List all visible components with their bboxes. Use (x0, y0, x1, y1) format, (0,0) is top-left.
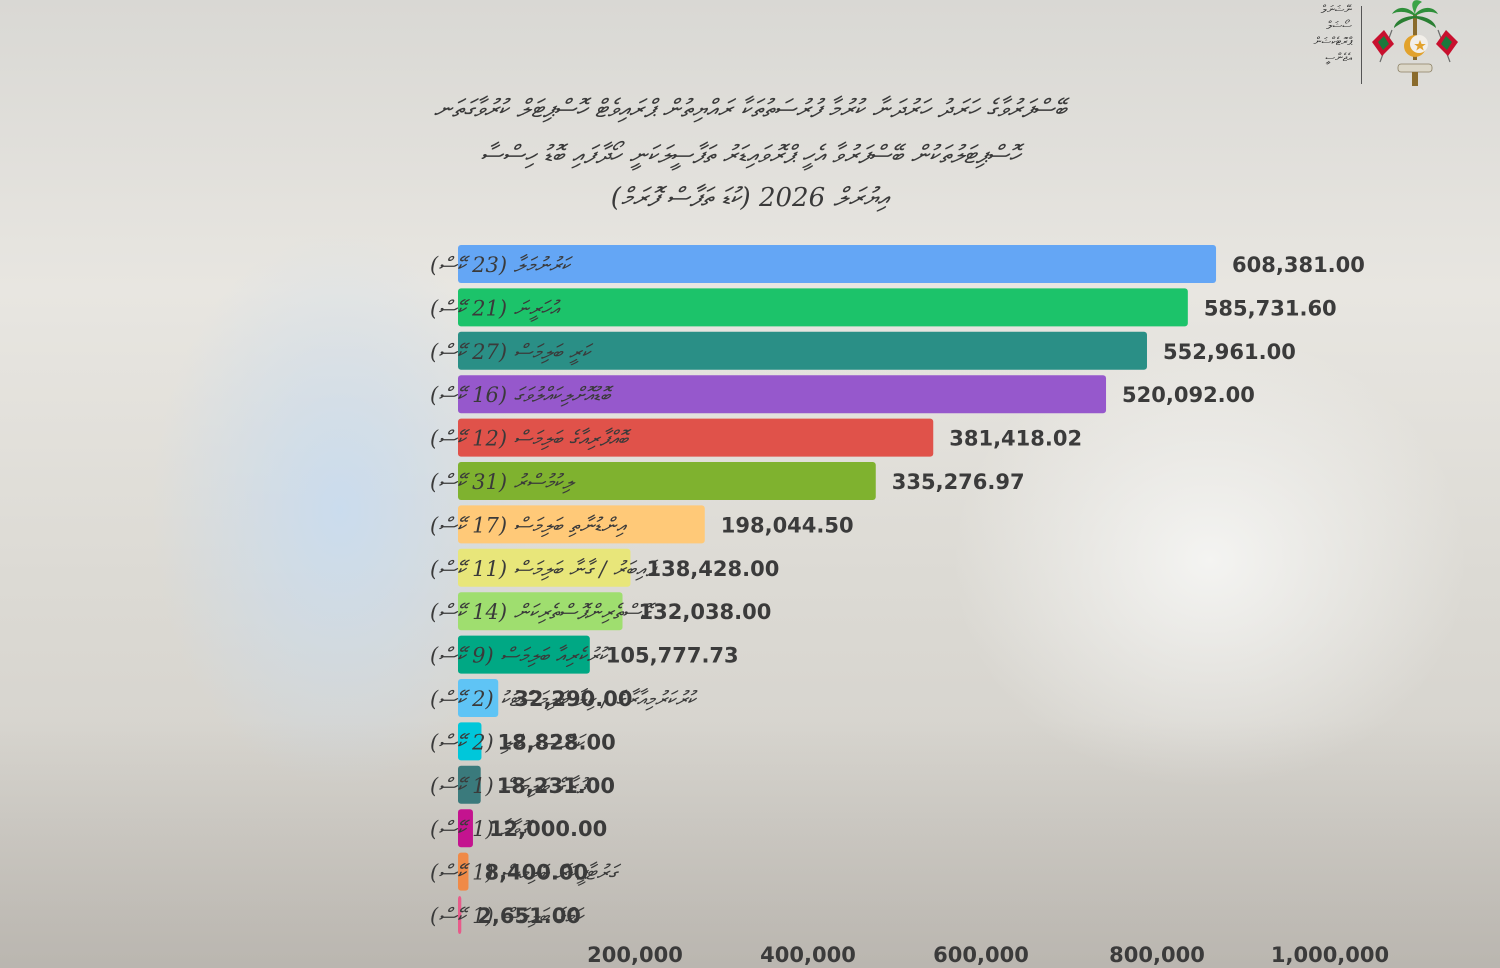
bar (458, 852, 469, 891)
agency-name-line: ނޭޝަނަލް (1320, 3, 1352, 16)
crescent-star-icon (1404, 35, 1428, 57)
x-tick-label: 800,000 (1109, 943, 1205, 967)
category-label: ފެއިބަރު / ގާނާ ބަލިމަސް (11 ކޭސް) (430, 557, 659, 581)
category-label: އިންޑުނާތި ބަލިމަސް (17 ކޭސް) (430, 513, 627, 537)
bar-value-label: 8,400.00 (484, 861, 588, 885)
bar-value-label: 198,044.50 (721, 513, 854, 537)
category-label: ފުރާގެ ބަލިމަސް (1 ކޭސް) (430, 774, 590, 798)
bar (458, 592, 623, 631)
category-label: ކަންސަރު ބަލި (2 ކޭސް) (430, 730, 587, 754)
bar (458, 765, 481, 804)
bar-value-label: 105,777.73 (606, 644, 739, 668)
agency-name: ނޭޝަނަލް ސޯޝަލް ޕްރޮޓެކްޝަން އެޖެންސީ (1282, 2, 1352, 66)
bar-value-label: 520,092.00 (1122, 383, 1255, 407)
x-tick-label: 400,000 (760, 943, 856, 967)
agency-logo: ނޭޝަނަލް ސޯޝަލް ޕްރޮޓެކްޝަން އެޖެންސީ (1282, 0, 1462, 92)
bar-value-label: 585,731.60 (1204, 296, 1337, 320)
agency-name-line: ސޯޝަލް (1326, 19, 1352, 32)
bar (458, 679, 499, 717)
emblem-base-icon (1412, 72, 1418, 86)
category-label: ބޮޑުއޮށްލިކައްލުވަގަ (16 ކޭސް) (430, 383, 614, 407)
bar (458, 635, 590, 674)
title-line: ހޮސްޕިޓަލުތަކުން ބޭސްފަރުވާ އެހީ ޕްރޮވައ… (480, 140, 1020, 169)
bar-value-label: 32,290.00 (514, 687, 632, 711)
bar (458, 505, 705, 544)
bar-value-label: 608,381.00 (1232, 253, 1365, 277)
bar-value-label: 132,038.00 (639, 600, 772, 624)
title-year-line: އިޔުރަލް 2026 (ކުޑަ ތަފާސް ފޮރަމް) (610, 183, 890, 213)
category-label: ގޮސްތެރިންޕޮސްތެރިކަން (14 ކޭސް) (430, 600, 656, 624)
bar-value-label: 552,961.00 (1163, 340, 1296, 364)
category-label: ހަމުގެ ބަލިމަސް (1 ކޭސް) (430, 904, 585, 928)
category-label: ބޮއްފާރިއާގެ ބަލިމަސް (12 ކޭސް) (430, 427, 632, 451)
right-flag-icon (1436, 29, 1458, 63)
chart-title: ބޭސްފަރުވާގެ ހަރަދު ހަރުދަނާ ކުރުމާ ފުރު… (250, 86, 1250, 218)
bar (458, 375, 1107, 414)
bar (458, 288, 1188, 327)
x-tick-label: 200,000 (587, 943, 683, 967)
agency-name-line: އެޖެންސީ (1325, 51, 1352, 64)
bar-value-label: 18,828.00 (497, 730, 615, 754)
x-tick-label: 1,000,000 (1271, 943, 1389, 967)
bar (458, 896, 462, 934)
left-flag-icon (1372, 29, 1394, 63)
category-label: ކުރުކެރިއާ ބަލިމަސް (9 ކޭސް) (430, 644, 610, 668)
category-label: ކަރުނުމަލާ (23 ކޭސް) (430, 253, 573, 277)
maldives-emblem-icon (1372, 0, 1458, 86)
bar (458, 462, 876, 500)
bar-value-label: 381,418.02 (949, 427, 1082, 451)
logo-divider (1361, 6, 1362, 84)
bar (458, 548, 631, 587)
bar-value-label: 335,276.97 (892, 470, 1025, 494)
category-label: ގަރުޓާޕީކަރޮ ބަލިމަސް (1 ކޭސް) (430, 861, 622, 887)
bar (458, 418, 934, 457)
bar-value-label: 18,231.00 (497, 774, 615, 798)
title-line: ބޭސްފަރުވާގެ ހަރަދު ހަރުދަނާ ކުރުމާ ފުރު… (433, 94, 1067, 123)
agency-name-line: ޕްރޮޓެކްޝަން (1313, 35, 1352, 48)
category-label: ކުރުކަރުމިއާރާގެ / ކިލާ ބަލިމަސްޓުކު (2 … (430, 687, 698, 711)
category-label: ގޮވާމާ (1 ކޭސް) (430, 817, 534, 841)
bar (458, 245, 1217, 283)
category-label: އުހަރީނަ (21 ކޭސް) (430, 296, 561, 322)
x-tick-label: 600,000 (933, 943, 1029, 967)
bar (458, 331, 1147, 370)
bar-value-label: 2,651.00 (477, 904, 581, 928)
bar (458, 809, 473, 848)
category-label: ކަރީ ބަލިމަސް (27 ކޭސް) (430, 340, 594, 366)
bar (458, 722, 482, 761)
background-floor-shade (0, 720, 1500, 968)
bar-value-label: 12,000.00 (489, 817, 607, 841)
category-label: ލިކުމުސްރު (31 ކޭސް) (430, 470, 576, 494)
bar-value-label: 138,428.00 (646, 557, 779, 581)
